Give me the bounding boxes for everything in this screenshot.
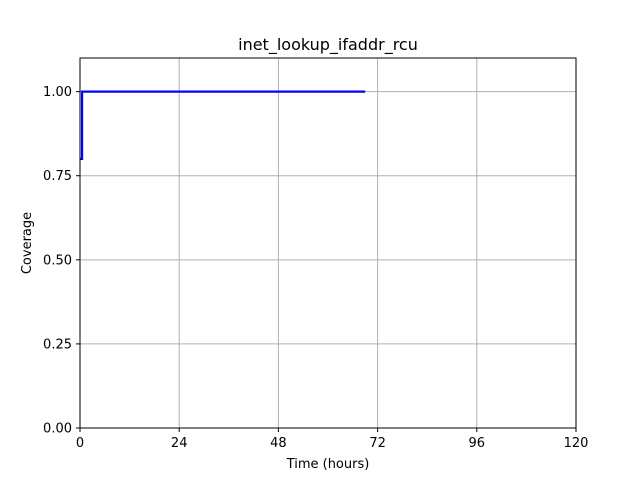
x-tick-label: 72 bbox=[369, 436, 386, 451]
y-tick-label: 0.25 bbox=[43, 337, 72, 352]
grid-lines bbox=[79, 58, 577, 429]
coverage-series-line bbox=[80, 90, 366, 161]
plot-frame bbox=[79, 57, 577, 429]
y-axis-label: Coverage bbox=[20, 212, 35, 274]
x-tick-label: 24 bbox=[171, 436, 188, 451]
y-tick-label: 0.75 bbox=[43, 169, 72, 184]
y-tick-label: 1.00 bbox=[43, 85, 72, 100]
x-axis-label: Time (hours) bbox=[286, 457, 370, 472]
x-tick-label: 120 bbox=[564, 436, 589, 451]
x-tick-label: 48 bbox=[270, 436, 287, 451]
y-tick-label: 0.00 bbox=[43, 422, 72, 437]
chart-title: inet_lookup_ifaddr_rcu bbox=[238, 35, 418, 55]
x-tick-label: 96 bbox=[469, 436, 486, 451]
x-tick-label: 0 bbox=[76, 436, 84, 451]
axis-ticks: 0 24 48 72 96 120 0.00 0.25 0.50 0.75 1.00 bbox=[43, 85, 588, 451]
y-tick-label: 0.50 bbox=[43, 253, 72, 268]
series-layer bbox=[80, 90, 366, 161]
